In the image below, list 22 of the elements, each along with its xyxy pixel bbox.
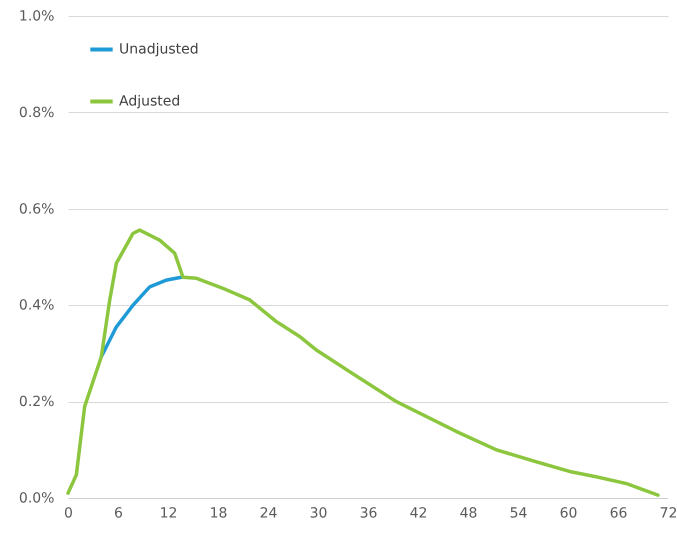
x-tick-label: 72 <box>660 506 677 522</box>
x-tick-label: 36 <box>360 506 378 522</box>
x-tick-label: 18 <box>210 506 228 522</box>
x-tick-label: 6 <box>114 506 124 522</box>
x-tick-label: 60 <box>560 506 578 522</box>
y-tick-label: 0.8% <box>18 104 54 121</box>
line-series <box>66 228 660 497</box>
y-tick-label: 1.0% <box>18 8 54 24</box>
y-tick-label: 0.4% <box>18 298 54 314</box>
x-tick-label: 54 <box>510 506 528 522</box>
y-tick-label: 0.2% <box>18 394 54 410</box>
x-tick-label: 48 <box>460 506 478 522</box>
x-tick-label: 66 <box>610 506 628 522</box>
x-tick-label: 0 <box>64 506 73 522</box>
legend-label: Unadjusted <box>119 42 199 58</box>
legend-label: Adjusted <box>119 94 180 110</box>
y-tick-label: 0.6% <box>18 201 54 218</box>
x-tick-label: 12 <box>160 506 178 522</box>
x-tick-label: 42 <box>410 506 428 522</box>
y-tick-label: 0.0% <box>18 490 54 506</box>
x-tick-label: 30 <box>310 506 328 522</box>
x-tick-label: 24 <box>260 506 278 522</box>
